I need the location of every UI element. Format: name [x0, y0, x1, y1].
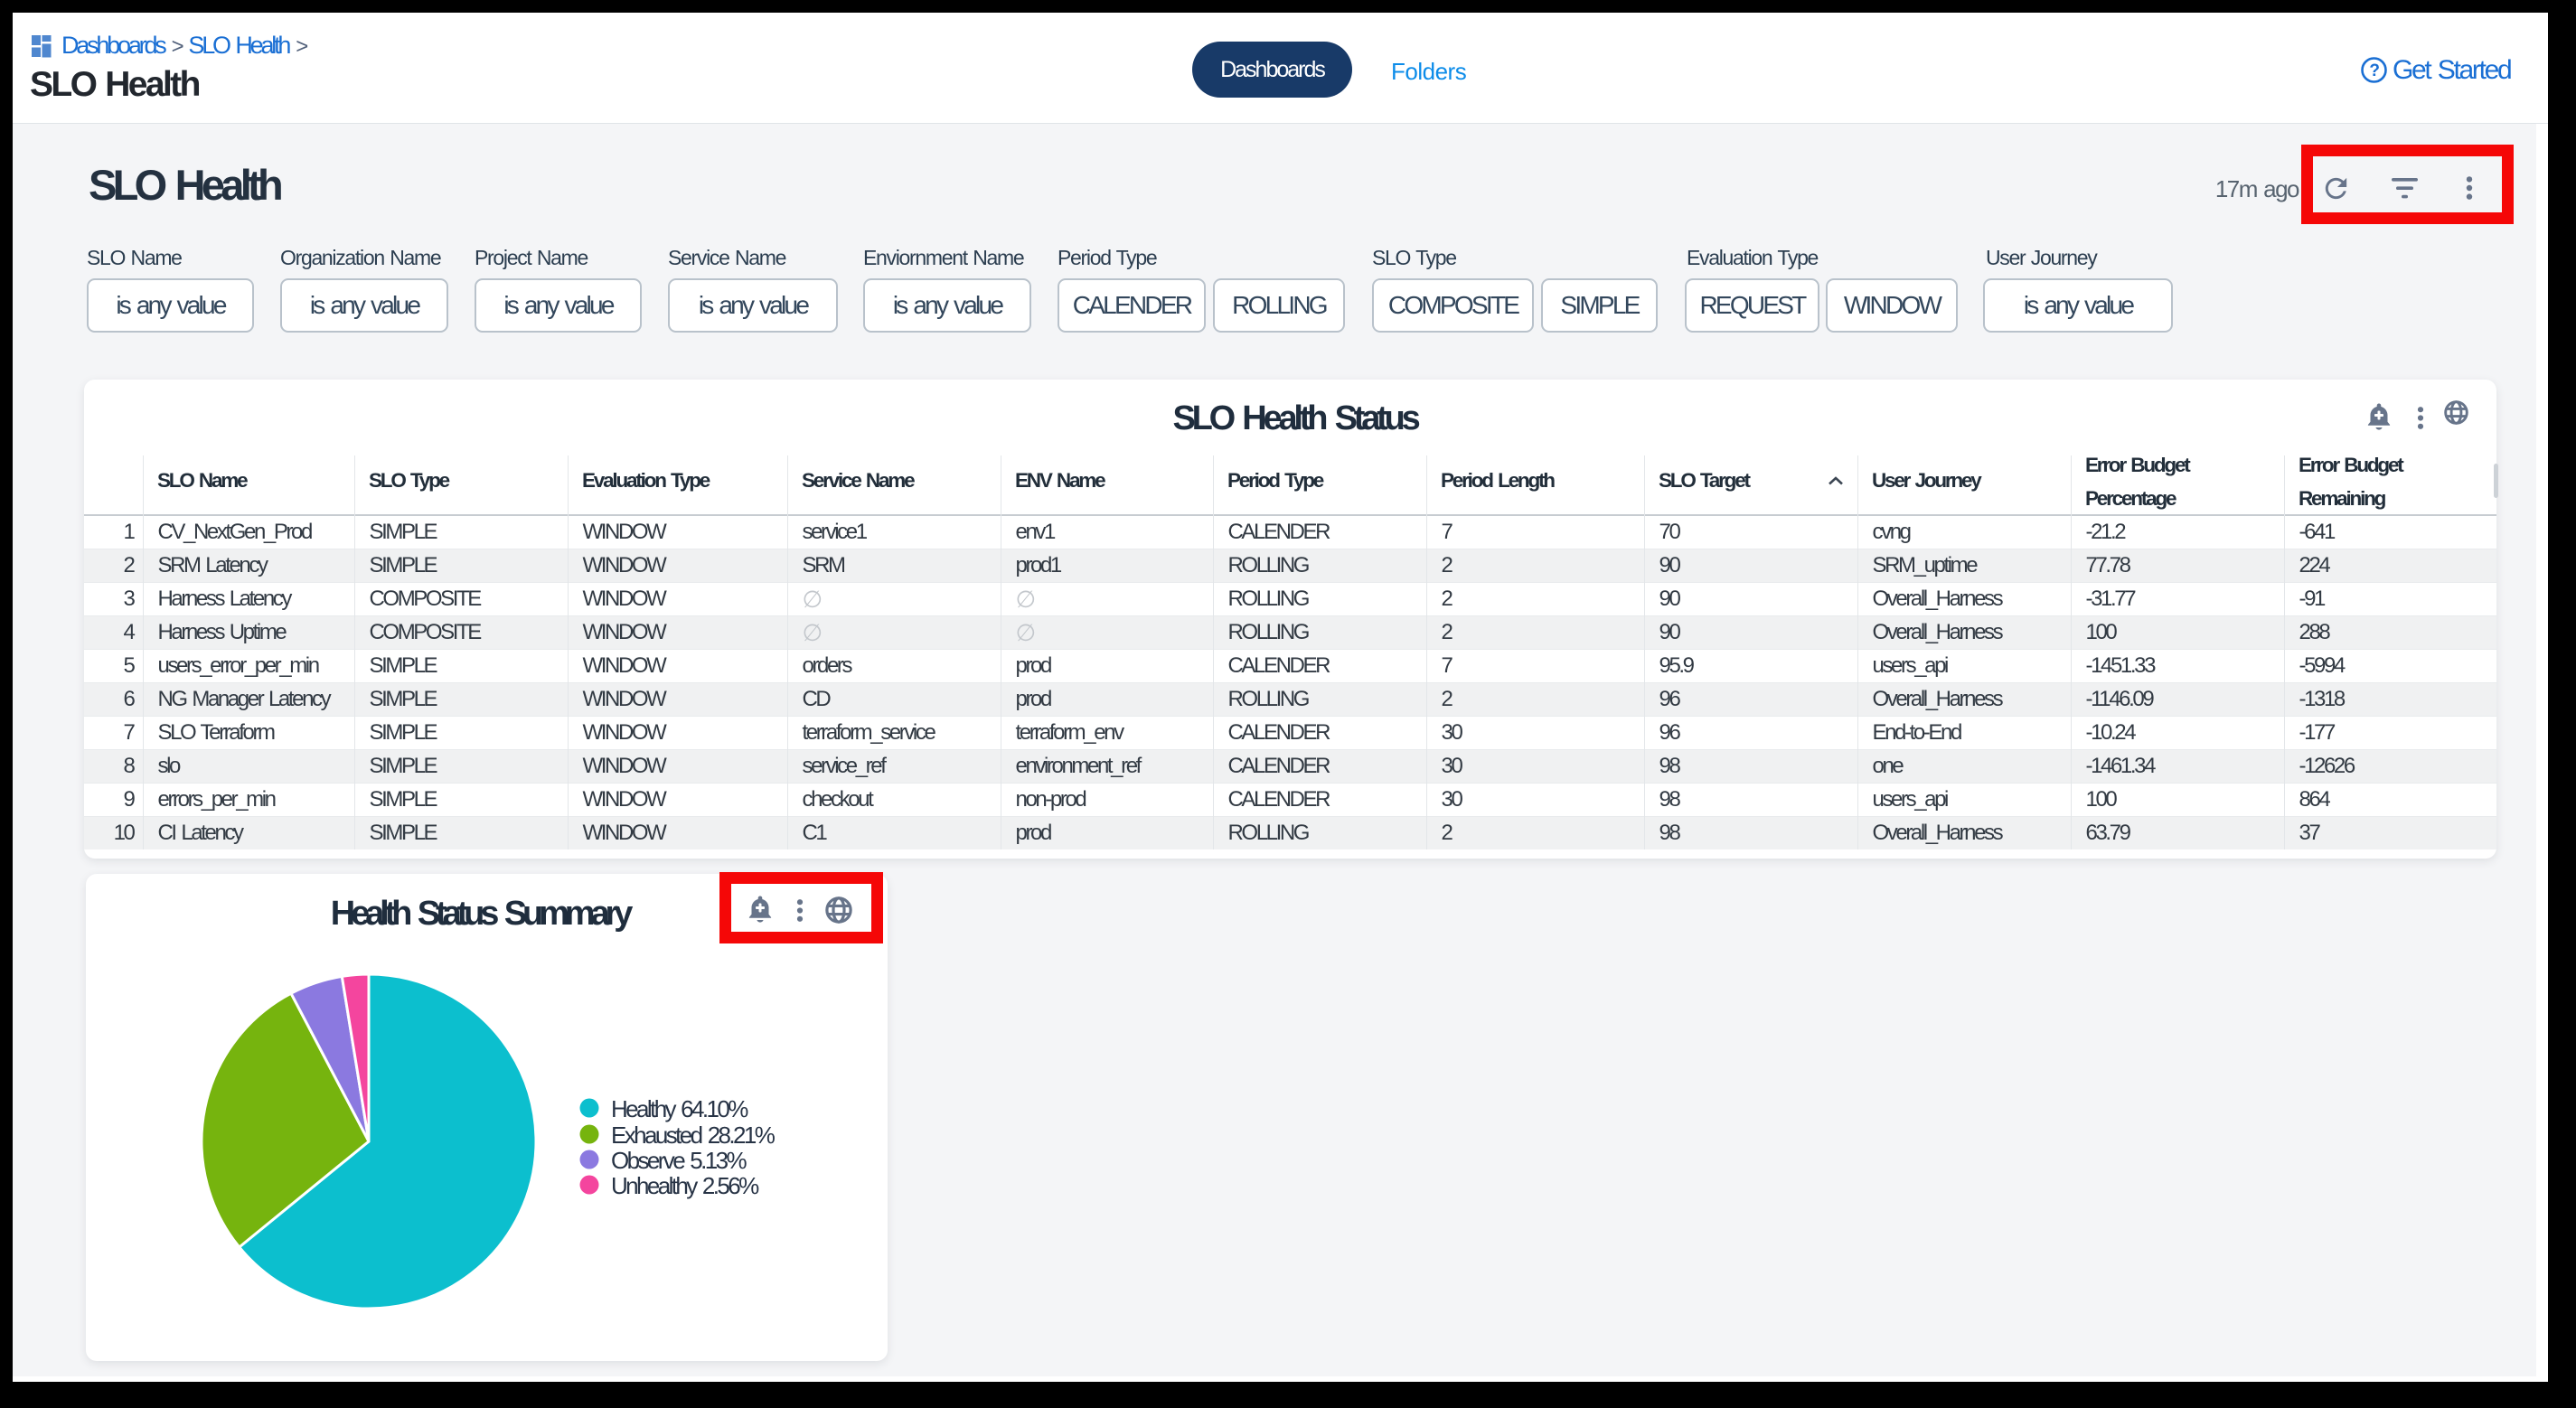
- svg-text:?: ?: [2369, 61, 2379, 80]
